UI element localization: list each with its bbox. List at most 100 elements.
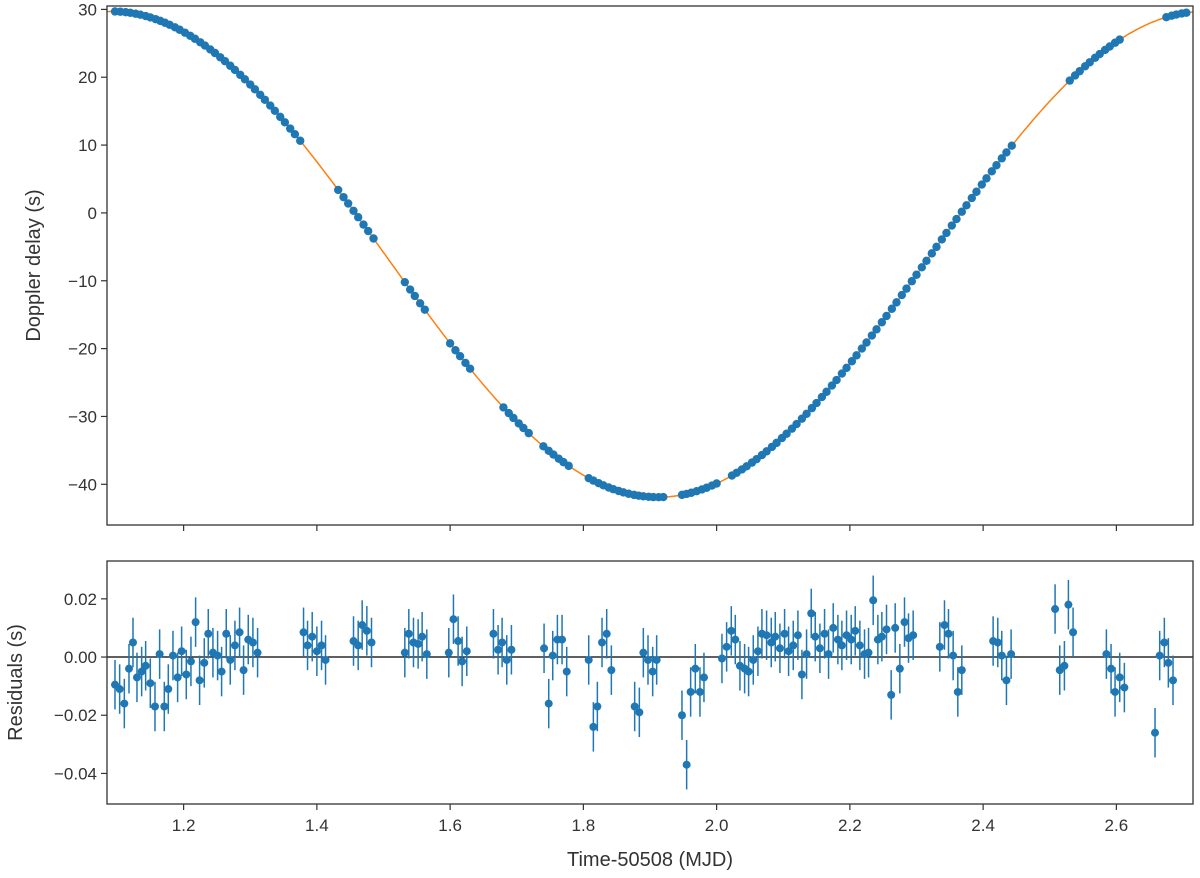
residual-point [771, 632, 780, 641]
top-y-tick-label: −20 [68, 340, 97, 359]
residual-point [797, 670, 806, 679]
top-ticks-layer: 30 20 10 0 −10 −20 −30 −40 [68, 0, 1117, 531]
doppler-point [250, 85, 260, 94]
doppler-point [445, 339, 455, 348]
residual-point [253, 648, 262, 657]
residual-point [1155, 651, 1164, 660]
doppler-point [499, 403, 508, 412]
residual-point [775, 644, 784, 653]
residual-point [498, 638, 507, 647]
residual-point [940, 621, 949, 630]
residual-point [644, 655, 653, 664]
residual-point [652, 655, 661, 664]
residual-point [418, 632, 427, 641]
residual-point [789, 641, 798, 650]
residual-point [1069, 628, 1078, 637]
doppler-point [524, 428, 533, 438]
doppler-point [1115, 35, 1124, 44]
doppler-point [230, 65, 240, 75]
residual-point [160, 702, 169, 711]
x-tick-label: 2.2 [838, 816, 862, 835]
residual-errorbars-layer [114, 575, 1174, 790]
doppler-point [353, 213, 363, 222]
doppler-points-layer [110, 7, 1191, 502]
doppler-point [339, 192, 348, 202]
doppler-point [405, 285, 415, 294]
residual-point [1107, 664, 1116, 673]
residual-point [630, 702, 639, 711]
bottom-plot-frame [106, 560, 1194, 805]
residual-point [762, 631, 771, 640]
residual-point [829, 623, 838, 632]
doppler-point [897, 290, 907, 300]
doppler-point [972, 187, 981, 196]
bottom-y-tick-label: −0.04 [54, 764, 97, 783]
residual-point [864, 648, 873, 657]
doppler-point [862, 338, 871, 347]
doppler-point [712, 479, 721, 488]
doppler-point [343, 199, 353, 208]
residual-point [137, 667, 146, 676]
residual-point [362, 626, 371, 635]
residual-point [635, 708, 644, 717]
residual-point [494, 645, 503, 654]
residual-point [1115, 673, 1124, 682]
residual-point [887, 690, 896, 699]
residual-point [191, 618, 200, 627]
residual-point [877, 632, 886, 641]
residual-point [593, 702, 602, 711]
residual-point [164, 685, 173, 694]
top-y-tick-label: −40 [68, 475, 97, 494]
residual-point [807, 609, 816, 618]
top-y-tick-label: 10 [78, 136, 97, 155]
top-y-tick-label: 20 [78, 68, 97, 87]
residual-point [749, 655, 758, 664]
residual-point [837, 641, 846, 650]
residual-point [444, 648, 453, 657]
residual-point [993, 638, 1002, 647]
doppler-point [947, 221, 957, 230]
residual-point [957, 666, 966, 675]
residual-point [544, 699, 553, 708]
residual-point [115, 685, 124, 694]
residual-point [1169, 676, 1178, 685]
residual-point [811, 632, 820, 641]
residual-point [815, 644, 824, 653]
top-y-tick-label: −30 [68, 407, 97, 426]
bottom-y-axis-label: Residuals (s) [5, 624, 27, 741]
residual-point [404, 629, 413, 638]
residual-point [449, 615, 458, 624]
residual-point [727, 626, 736, 635]
doppler-point [992, 161, 1001, 170]
doppler-point [455, 352, 465, 361]
residual-point [213, 651, 222, 660]
doppler-point [812, 398, 821, 408]
residual-point [462, 647, 471, 656]
residual-point [935, 642, 944, 651]
residual-point [155, 650, 164, 659]
doppler-point [415, 299, 425, 308]
residual-point [767, 638, 776, 647]
residual-point [367, 638, 376, 647]
residual-point [312, 647, 321, 656]
doppler-point [997, 154, 1006, 163]
doppler-point [509, 413, 518, 423]
doppler-point [363, 226, 373, 236]
doppler-point [977, 180, 986, 189]
top-y-tick-label: −10 [68, 272, 97, 291]
residual-point [695, 687, 704, 696]
doppler-point [1075, 66, 1084, 76]
residual-point [1002, 676, 1011, 685]
doppler-point [465, 364, 475, 373]
residual-point [855, 641, 864, 650]
doppler-point [519, 423, 528, 433]
residual-point [780, 629, 789, 638]
residual-point [124, 664, 133, 673]
residual-point [458, 657, 467, 666]
doppler-point [827, 381, 837, 390]
x-tick-label: 1.4 [305, 816, 329, 835]
doppler-point [867, 331, 877, 340]
doppler-point [240, 75, 250, 84]
bottom-y-tick-label: 0.02 [64, 590, 97, 609]
